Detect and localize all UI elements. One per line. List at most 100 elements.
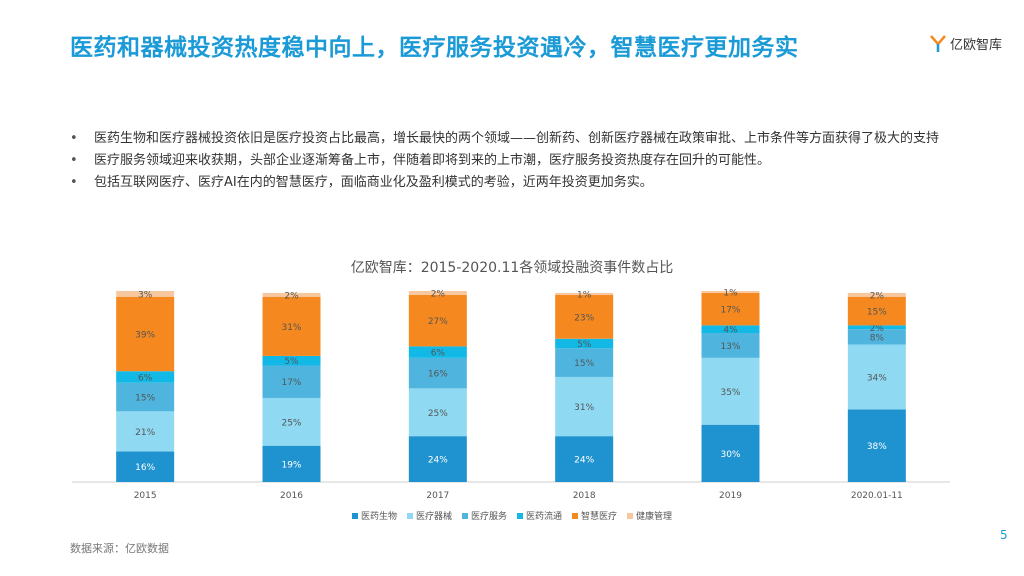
bar-segment (847, 292, 906, 297)
bar-segment (116, 411, 175, 452)
data-label: 2% (284, 291, 299, 301)
data-label: 8% (870, 333, 885, 343)
bar-segment (555, 338, 614, 349)
data-label: 1% (723, 288, 738, 298)
bar-segment (555, 376, 614, 437)
legend-swatch (352, 513, 358, 519)
data-label: 34% (867, 373, 887, 383)
x-tick-label: 2017 (426, 491, 449, 501)
data-label: 31% (574, 403, 594, 413)
bullet-item: 医药生物和医疗器械投资依旧是医疗投资占比最高，增长最快的两个领域——创新药、创新… (70, 128, 950, 149)
bar-segment (262, 355, 321, 366)
data-label: 16% (135, 463, 155, 473)
page-title: 医药和器械投资热度稳中向上，医疗服务投资遇冷，智慧医疗更加务实 (70, 35, 799, 61)
data-label: 1% (577, 290, 592, 300)
bar-segment (116, 382, 175, 412)
bar-segment (408, 436, 467, 482)
legend-swatch (627, 513, 633, 519)
data-label: 39% (135, 330, 155, 340)
legend-label: 健康管理 (636, 510, 672, 522)
legend-label: 医药流通 (526, 510, 562, 522)
data-label: 27% (428, 317, 448, 327)
data-label: 38% (867, 442, 887, 452)
legend-label: 智慧医疗 (581, 510, 617, 522)
bar-segment (701, 292, 760, 326)
bar-segment (555, 348, 614, 377)
bar-segment (262, 365, 321, 398)
data-label: 6% (431, 349, 446, 359)
data-label: 24% (428, 456, 448, 466)
data-label: 24% (574, 456, 594, 466)
bar-segment (116, 296, 175, 372)
data-source: 数据来源：亿欧数据 (70, 542, 169, 555)
x-tick-label: 2020.01-11 (851, 491, 903, 501)
x-tick-label: 2016 (280, 491, 303, 501)
bar-segment (847, 329, 906, 345)
bullet-item: 包括互联网医疗、医疗AI在内的智慧医疗，面临商业化及盈利模式的考验，近两年投资更… (70, 172, 950, 193)
data-label: 25% (428, 409, 448, 419)
bar-segment (408, 346, 467, 358)
legend-swatch (517, 513, 523, 519)
data-label: 6% (138, 373, 153, 383)
data-label: 3% (138, 290, 153, 300)
bar-segment (116, 371, 175, 383)
x-tick-label: 2019 (719, 491, 742, 501)
bar-segment (701, 325, 760, 334)
bar-segment (701, 424, 760, 482)
data-label: 17% (720, 306, 740, 316)
legend-swatch (407, 513, 413, 519)
data-label: 15% (574, 359, 594, 369)
page-number: 5 (1000, 528, 1008, 542)
bar-segment (847, 344, 906, 410)
bar-segment (555, 436, 614, 482)
bar-segment (116, 451, 175, 482)
bar-segment (408, 291, 467, 295)
logo-text: 亿欧智库 (950, 38, 1003, 53)
data-label: 30% (720, 450, 740, 460)
data-label: 35% (720, 388, 740, 398)
stacked-bar-chart: 16% 21% 15% 6% 39% 3% 2015 19% 25% 17% 5% 31% 2% 2016… (72, 288, 950, 522)
data-label: 5% (577, 340, 592, 350)
bar-segment (408, 357, 467, 389)
data-label: 2% (870, 291, 885, 301)
data-label: 21% (135, 428, 155, 438)
data-label: 15% (135, 394, 155, 404)
data-label: 5% (284, 357, 299, 367)
bar-segment (408, 388, 467, 437)
yiou-logo-icon (930, 34, 946, 52)
bullet-list: 医药生物和医疗器械投资依旧是医疗投资占比最高，增长最快的两个领域——创新药、创新… (70, 128, 950, 194)
x-tick-label: 2015 (134, 491, 157, 501)
legend-label: 医药生物 (361, 510, 397, 522)
legend-label: 医疗服务 (471, 510, 507, 522)
data-label: 23% (574, 313, 594, 323)
data-label: 13% (720, 342, 740, 352)
bar-segment (555, 294, 614, 339)
bar-segment (262, 292, 321, 297)
data-label: 17% (281, 378, 301, 388)
bar-segment (408, 294, 467, 347)
legend-label: 医疗器械 (416, 510, 452, 522)
data-label: 2% (870, 324, 885, 334)
bar-segment (847, 325, 906, 330)
bar-segment (701, 333, 760, 358)
x-tick-label: 2018 (573, 491, 596, 501)
brand-logo: 亿欧智库 (930, 34, 1002, 53)
bar-segment (262, 397, 321, 446)
data-label: 16% (428, 370, 448, 380)
bar-segment (847, 409, 906, 482)
bullet-item: 医疗服务领域迎来收获期，头部企业逐渐筹备上市，伴随着即将到来的上市潮，医疗服务投… (70, 150, 950, 171)
data-label: 25% (281, 418, 301, 428)
bar-segment (555, 292, 614, 295)
data-label: 4% (723, 326, 738, 336)
data-label: 15% (867, 308, 887, 318)
chart-title: 亿欧智库：2015-2020.11各领域投融资事件数占比 (350, 260, 674, 276)
data-label: 19% (281, 460, 301, 470)
bar-segment (847, 296, 906, 326)
data-label: 2% (431, 289, 446, 299)
bar-segment (262, 296, 321, 356)
data-label: 31% (281, 323, 301, 333)
legend-swatch (462, 513, 468, 519)
legend-swatch (572, 513, 578, 519)
bar-segment (701, 357, 760, 425)
bar-segment (701, 291, 760, 293)
